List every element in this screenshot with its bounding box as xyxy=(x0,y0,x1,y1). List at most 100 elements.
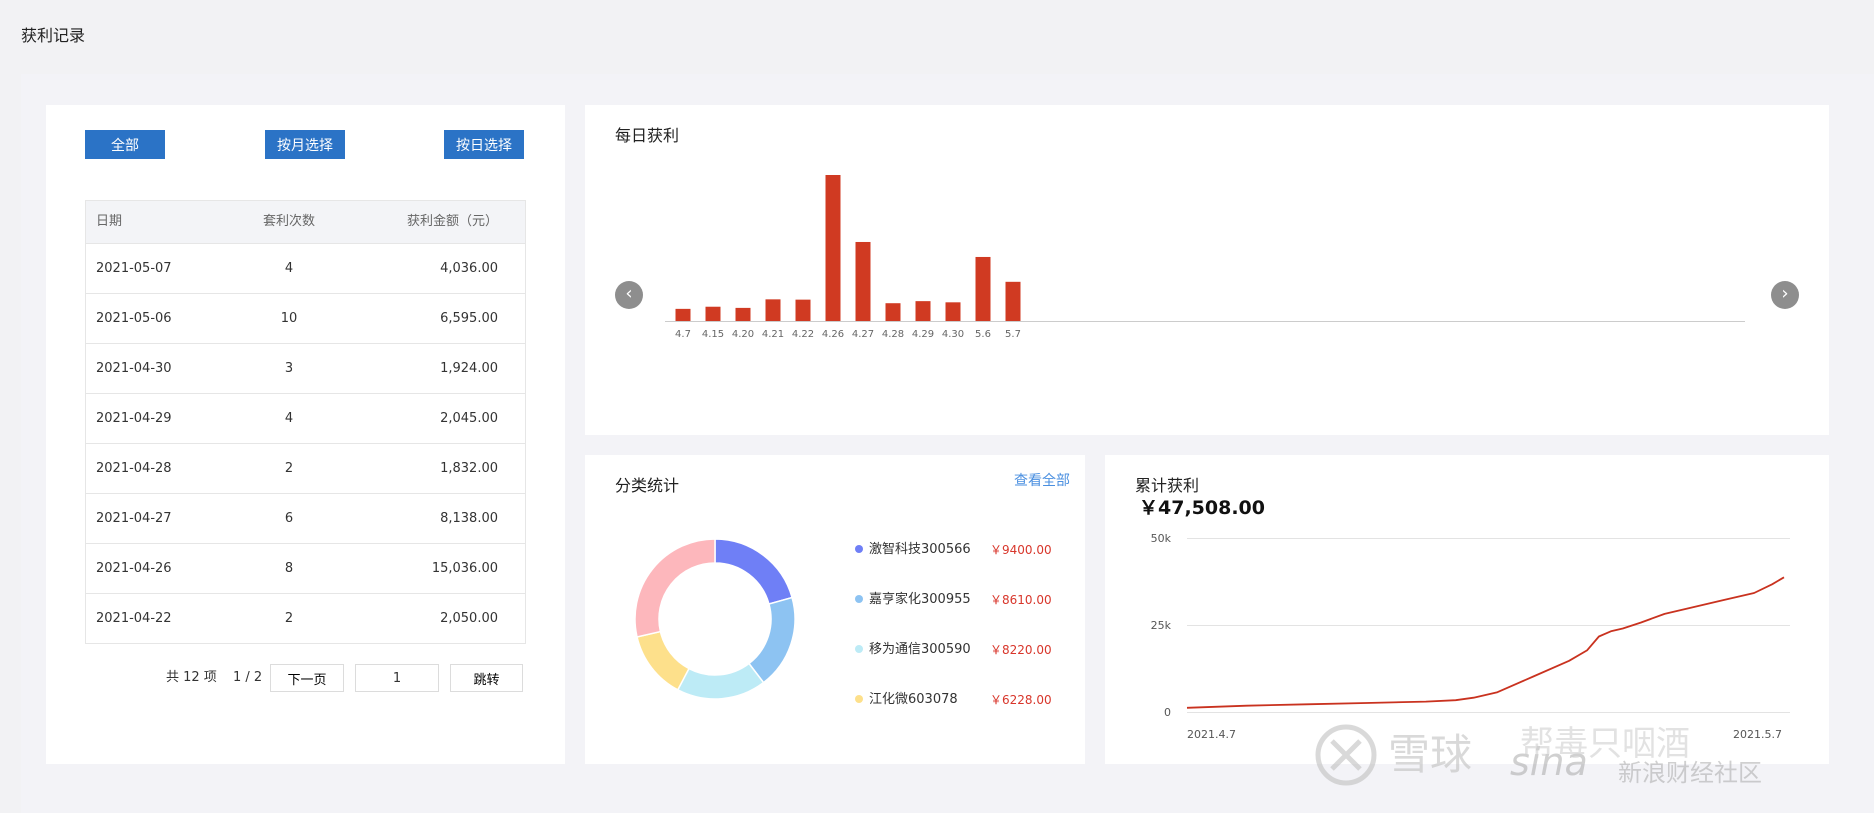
header-amount: 获利金额（元） xyxy=(406,214,498,229)
x-tick-label: 4.15 xyxy=(702,329,724,340)
x-tick-label: 2021.4.7 xyxy=(1187,728,1236,741)
chevron-right-icon[interactable]: › xyxy=(1771,281,1799,309)
legend-item: 嘉亨家化300955 xyxy=(855,590,971,610)
bar[interactable] xyxy=(1005,281,1021,321)
cell-amount: 2,050.00 xyxy=(440,611,498,626)
x-tick-label: 2021.5.7 xyxy=(1733,728,1782,741)
donut-slice[interactable] xyxy=(676,662,765,700)
view-all-link[interactable]: 查看全部 xyxy=(1014,473,1070,489)
table-row: 2021-04-22 2 2,050.00 xyxy=(86,594,525,644)
legend-item: 移为通信300590 xyxy=(855,640,971,660)
donut-slice[interactable] xyxy=(714,538,793,605)
bar[interactable] xyxy=(915,301,931,321)
daily-profit-card xyxy=(585,105,1829,435)
cell-date: 2021-04-30 xyxy=(96,361,172,376)
legend-label: 江化微603078 xyxy=(869,692,958,707)
page-title: 获利记录 xyxy=(21,26,86,45)
cell-amount: 8,138.00 xyxy=(440,511,498,526)
legend-amount: ￥8220.00 xyxy=(990,643,1052,657)
cell-count: 2 xyxy=(284,611,294,626)
bar[interactable] xyxy=(765,299,781,321)
donut-slice[interactable] xyxy=(747,596,796,684)
bar[interactable] xyxy=(855,241,871,321)
cell-count: 6 xyxy=(284,511,294,526)
bar[interactable] xyxy=(975,256,991,321)
y-tick-label: 25k xyxy=(1151,619,1172,632)
legend-item: 激智科技300566 xyxy=(855,540,971,560)
cell-count: 3 xyxy=(284,361,294,376)
daily-profit-title: 每日获利 xyxy=(615,126,680,145)
header-count: 套利次数 xyxy=(262,214,315,229)
cumulative-title: 累计获利 xyxy=(1135,476,1200,495)
cell-count: 4 xyxy=(284,261,294,276)
y-tick-label: 50k xyxy=(1151,532,1172,545)
x-tick-label: 4.20 xyxy=(732,329,754,340)
filter-day-button[interactable]: 按日选择 xyxy=(444,130,524,159)
page-jump-input[interactable] xyxy=(355,664,439,692)
cell-amount: 1,924.00 xyxy=(440,361,498,376)
x-tick-label: 4.30 xyxy=(942,329,964,340)
cell-count: 4 xyxy=(284,411,294,426)
legend-item: 江化微603078 xyxy=(855,690,958,710)
records-table: 日期 套利次数 获利金额（元） 2021-05-07 4 4,036.00 20… xyxy=(85,200,526,644)
legend-dot xyxy=(855,694,863,703)
table-row: 2021-04-29 4 2,045.00 xyxy=(86,394,525,444)
cumulative-line xyxy=(1186,576,1785,709)
bar[interactable] xyxy=(705,306,721,321)
legend-amount: ￥6228.00 xyxy=(990,693,1052,707)
header-date: 日期 xyxy=(96,214,123,229)
legend-amount: ￥9400.00 xyxy=(990,543,1052,557)
category-card xyxy=(585,455,1085,764)
cell-amount: 1,832.00 xyxy=(440,461,498,476)
bar[interactable] xyxy=(735,307,751,321)
cumulative-total: ￥47,508.00 xyxy=(1139,497,1265,519)
bar[interactable] xyxy=(825,175,841,321)
table-row: 2021-04-27 6 8,138.00 xyxy=(86,494,525,544)
next-page-button[interactable]: 下一页 xyxy=(270,664,344,692)
cell-count: 8 xyxy=(284,561,294,576)
x-tick-label: 4.29 xyxy=(912,329,934,340)
x-tick-label: 5.6 xyxy=(975,329,991,340)
table-row: 2021-05-06 10 6,595.00 xyxy=(86,294,525,344)
category-title: 分类统计 xyxy=(615,476,680,495)
legend-label: 移为通信300590 xyxy=(869,642,971,657)
cell-date: 2021-05-07 xyxy=(96,261,172,276)
legend-dot xyxy=(855,594,863,603)
table-row: 2021-04-26 8 15,036.00 xyxy=(86,544,525,594)
bar[interactable] xyxy=(885,303,901,321)
x-tick-label: 4.21 xyxy=(762,329,784,340)
bar[interactable] xyxy=(945,302,961,321)
cell-date: 2021-04-27 xyxy=(96,511,172,526)
cell-count: 2 xyxy=(284,461,294,476)
pagination-total: 共 12 项 xyxy=(166,670,217,685)
table-row: 2021-04-28 2 1,832.00 xyxy=(86,444,525,494)
filter-all-button[interactable]: 全部 xyxy=(85,130,165,159)
cell-date: 2021-04-28 xyxy=(96,461,172,476)
cell-count: 10 xyxy=(280,311,298,326)
donut-slice[interactable] xyxy=(634,538,716,638)
category-donut-chart xyxy=(634,538,796,700)
daily-profit-chart: 4.7 4.15 4.20 4.21 4.22 4.26 4.27 4.28 4.29 4.30 5… xyxy=(665,175,1745,340)
x-tick-label: 4.22 xyxy=(792,329,814,340)
table-row: 2021-04-30 3 1,924.00 xyxy=(86,344,525,394)
x-tick-label: 4.26 xyxy=(822,329,844,340)
filter-month-button[interactable]: 按月选择 xyxy=(265,130,345,159)
table-row: 2021-05-07 4 4,036.00 xyxy=(86,244,525,294)
cell-date: 2021-04-26 xyxy=(96,561,172,576)
legend-amount: ￥8610.00 xyxy=(990,593,1052,607)
pagination-page: 1 / 2 xyxy=(233,670,263,685)
cell-amount: 15,036.00 xyxy=(431,561,498,576)
y-tick-label: 0 xyxy=(1164,706,1171,719)
x-tick-label: 4.27 xyxy=(852,329,874,340)
bar[interactable] xyxy=(675,308,691,321)
donut-slice[interactable] xyxy=(636,630,690,691)
cell-amount: 6,595.00 xyxy=(440,311,498,326)
cell-amount: 2,045.00 xyxy=(440,411,498,426)
legend-dot xyxy=(855,644,863,653)
chevron-left-icon[interactable]: ‹ xyxy=(615,281,643,309)
bar[interactable] xyxy=(795,299,811,321)
jump-button[interactable]: 跳转 xyxy=(450,664,523,692)
x-tick-label: 4.7 xyxy=(675,329,691,340)
cell-date: 2021-04-22 xyxy=(96,611,172,626)
legend-label: 嘉亨家化300955 xyxy=(869,592,971,607)
